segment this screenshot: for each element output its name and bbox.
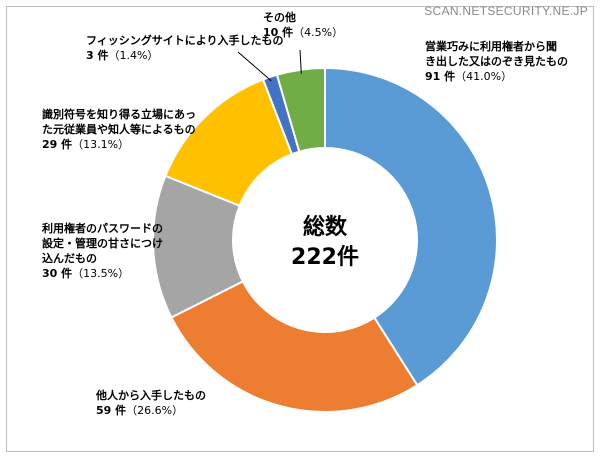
slice-percent: （41.0%） [455,70,512,83]
slice-percent: （13.5%） [72,267,129,280]
slice-label-line: き出した又はのぞき見たもの [425,54,568,68]
slice-count: 91 件 [425,69,455,83]
slice-percent: （13.1%） [72,138,129,151]
slice-label-line: その他 [263,10,296,24]
slice-count: 29 件 [42,137,72,151]
slice-label-line: た元従業員や知人等によるもの [42,122,196,136]
slice-label-line: 営業巧みに利用権者から聞 [425,39,557,53]
chart-frame [6,6,594,452]
slice-count: 10 件 [263,25,293,39]
center-value: 222件 [291,245,359,270]
center-title: 総数 [303,214,348,240]
slices [152,66,498,413]
slice-label-line: 他人から入手したもの [95,388,206,402]
leader-line-4 [237,51,272,82]
slice-percent: （26.6%） [126,404,183,417]
slice-label-3: 識別符号を知り得る立場にあった元従業員や知人等によるもの 29 件（13.1%） [42,107,196,151]
slice-label-line: 込んだもの [42,251,97,265]
slice-label-line: 利用権者のパスワードの [42,221,163,235]
slice-labels: 営業巧みに利用権者から聞き出した又はのぞき見たもの 91 件（41.0%） 他人から… [42,10,568,417]
slice-1 [170,280,419,413]
slice-label-4: フィッシングサイトにより入手したもの 3 件（1.4%） [86,33,284,62]
slice-0 [324,66,498,387]
slice-count: 59 件 [96,403,126,417]
slice-label-line: フィッシングサイトにより入手したもの [86,33,284,47]
slice-label-line: 設定・管理の甘さにつけ [42,236,163,250]
slice-label-5: その他 10 件（4.5%） [263,10,343,39]
watermark: SCAN.NETSECURITY.NE.JP [424,4,588,18]
slice-label-1: 他人から入手したもの 59 件（26.6%） [95,388,206,417]
leader-line-5 [299,49,302,74]
slice-label-0: 営業巧みに利用権者から聞き出した又はのぞき見たもの 91 件（41.0%） [425,39,568,83]
leader-lines [237,49,302,82]
slice-percent: （1.4%） [108,49,158,62]
slice-count: 3 件 [86,48,108,62]
slice-count: 30 件 [42,266,72,280]
slice-label-2: 利用権者のパスワードの設定・管理の甘さにつけ込んだもの 30 件（13.5%） [42,221,163,280]
slice-label-line: 識別符号を知り得る立場にあっ [42,107,196,121]
slice-5 [275,66,326,153]
slice-percent: （4.5%） [293,26,343,39]
